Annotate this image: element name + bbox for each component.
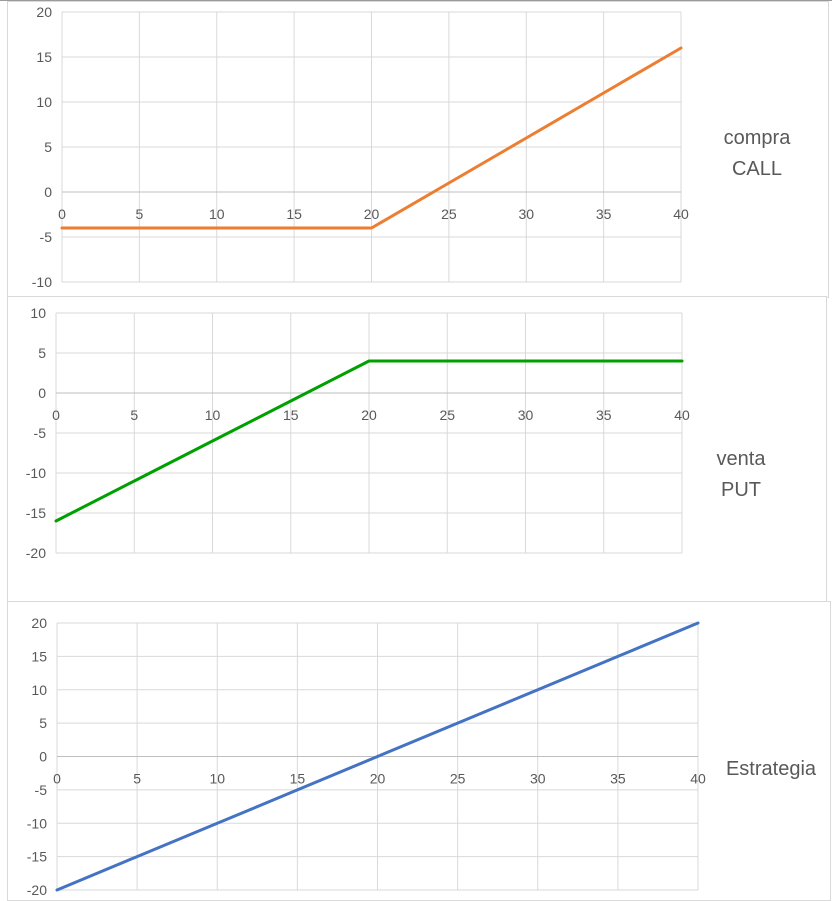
- x-tick-label: 35: [596, 407, 612, 423]
- series-line-call[interactable]: [60, 46, 683, 230]
- x-tick-label: 0: [53, 771, 61, 787]
- y-tick-label: 20: [31, 615, 47, 631]
- x-tick-label: 10: [205, 407, 221, 423]
- x-tick-label: 5: [133, 771, 141, 787]
- x-tick-label: 15: [286, 206, 302, 222]
- y-tick-label: 0: [38, 385, 46, 401]
- x-tick-label: 0: [58, 206, 66, 222]
- y-tick-label: 10: [31, 682, 47, 698]
- x-tick-label: 25: [441, 206, 457, 222]
- x-tick-label: 20: [364, 206, 380, 222]
- x-tick-label: 30: [518, 206, 534, 222]
- x-tick-label: 25: [450, 771, 466, 787]
- x-tick-label: 30: [530, 771, 546, 787]
- x-tick-label: 0: [52, 407, 60, 423]
- y-tick-label: 10: [30, 305, 46, 321]
- x-tick-label: 10: [209, 771, 225, 787]
- y-tick-label: -10: [27, 815, 47, 831]
- x-tick-label: 25: [439, 407, 455, 423]
- x-tick-label: 15: [283, 407, 299, 423]
- y-tick-label: 20: [36, 4, 52, 20]
- y-tick-label: -5: [35, 782, 48, 798]
- sheet-top-border: [0, 0, 832, 1]
- x-tick-label: 20: [361, 407, 377, 423]
- y-tick-label: 15: [36, 49, 52, 65]
- x-tick-label: 15: [290, 771, 306, 787]
- x-tick-label: 40: [673, 206, 689, 222]
- plot-strategy: 20 15 10 5 0 -5 -10 -15 -20 0 5 10 15 20 25 30 35 40: [27, 615, 706, 898]
- x-tick-label: 20: [370, 771, 386, 787]
- y-tick-label: 5: [44, 139, 52, 155]
- y-tick-label: 0: [44, 184, 52, 200]
- y-tick-label: -10: [26, 465, 46, 481]
- x-tick-label: 5: [130, 407, 138, 423]
- y-tick-label: -10: [32, 274, 52, 290]
- plot-put: 10 5 0 -5 -10 -15 -20 0 5 10 15 20 25 30 35 40: [26, 305, 690, 561]
- y-tick-label: 10: [36, 94, 52, 110]
- series-line-strategy[interactable]: [55, 621, 700, 892]
- y-tick-label: 0: [39, 749, 47, 765]
- y-tick-label: 15: [31, 648, 47, 664]
- x-tick-label: 40: [690, 771, 706, 787]
- x-tick-label: 35: [596, 206, 612, 222]
- y-tick-label: -15: [27, 849, 47, 865]
- x-tick-label: 35: [610, 771, 626, 787]
- series-line-put[interactable]: [54, 359, 684, 523]
- x-tick-label: 10: [209, 206, 225, 222]
- chart-estrategia[interactable]: [7, 601, 831, 901]
- chart-venta-put[interactable]: [7, 296, 827, 602]
- y-tick-label: 5: [39, 715, 47, 731]
- x-tick-label: 30: [518, 407, 534, 423]
- y-tick-label: -5: [34, 425, 47, 441]
- y-tick-label: -5: [40, 229, 53, 245]
- y-tick-label: -20: [27, 882, 47, 898]
- y-tick-label: -15: [26, 505, 46, 521]
- y-tick-label: -20: [26, 545, 46, 561]
- x-tick-label: 40: [674, 407, 690, 423]
- chart-compra-call[interactable]: [7, 1, 829, 298]
- plot-call: 20 15 10 5 0 -5 -10 0 5 10 15 20 25 30 35 40: [32, 4, 689, 290]
- x-tick-label: 5: [135, 206, 143, 222]
- y-tick-label: 5: [38, 345, 46, 361]
